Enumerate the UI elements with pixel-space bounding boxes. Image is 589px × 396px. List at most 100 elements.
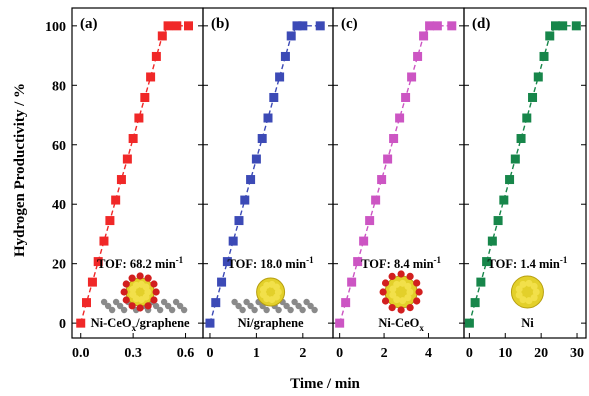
- ni-atom: [404, 294, 412, 302]
- data-point: [389, 134, 399, 144]
- graphene-atom: [108, 306, 116, 314]
- data-point: [371, 195, 381, 205]
- ni-atom: [142, 283, 150, 291]
- x-tick-label: 1: [253, 346, 260, 361]
- data-point: [413, 51, 423, 61]
- y-tick-label: 60: [52, 139, 66, 154]
- catalyst-name: Ni-CeOx: [378, 316, 424, 333]
- panel-2: 0 1 2 (b) TOF: 18.0 min-1 Ni/graphene: [202, 7, 334, 361]
- data-point: [163, 21, 173, 31]
- ceria-atom: [136, 304, 144, 312]
- graphene-atom: [180, 306, 188, 314]
- ni-atom: [137, 296, 145, 304]
- x-tick-label: 0: [336, 346, 343, 361]
- data-point: [516, 134, 526, 144]
- catalyst-name: Ni/graphene: [238, 316, 304, 330]
- ni-atom: [132, 281, 140, 289]
- x-tick-label: 2: [381, 346, 388, 361]
- ni-atom: [519, 296, 527, 304]
- data-point: [476, 277, 486, 287]
- data-point: [275, 72, 285, 82]
- ceria-atom: [406, 272, 414, 281]
- ceria-atom: [388, 272, 396, 281]
- data-point: [522, 113, 532, 123]
- data-point: [87, 277, 97, 287]
- x-tick-label: 4: [425, 346, 432, 361]
- data-point: [222, 257, 232, 267]
- x-tick-label: 0.3: [124, 346, 142, 361]
- data-point: [99, 236, 109, 246]
- data-point: [240, 195, 250, 205]
- data-point: [407, 72, 417, 82]
- graphene-atom: [100, 298, 108, 306]
- data-point: [419, 31, 429, 41]
- catalyst-illustration: [510, 275, 544, 309]
- panel-4: 0 10 20 30 (d) TOF: 1.4 min-1 Ni: [463, 7, 587, 361]
- data-point: [146, 72, 156, 82]
- data-point: [151, 51, 161, 61]
- catalyst-illustration: [100, 272, 188, 314]
- data-point: [128, 134, 138, 144]
- ceria-atom: [150, 280, 158, 288]
- data-point: [359, 236, 369, 246]
- ceria-atom: [152, 288, 160, 296]
- data-point: [234, 216, 244, 226]
- ceria-atom: [388, 303, 396, 312]
- data-point: [93, 257, 103, 267]
- ceria-atom: [406, 303, 414, 312]
- y-tick-label: 20: [52, 258, 66, 273]
- graphene-atom: [120, 306, 128, 314]
- data-point: [228, 236, 238, 246]
- data-point: [76, 318, 86, 328]
- series-line: [209, 25, 321, 324]
- tof-annotation: TOF: 1.4 min-1: [488, 255, 568, 271]
- panel-label: (a): [80, 16, 98, 32]
- data-point: [539, 51, 549, 61]
- ni-atom: [389, 291, 397, 299]
- graphene-atom: [291, 298, 298, 306]
- tof-exponent: -1: [176, 255, 184, 265]
- ni-atom: [263, 281, 271, 289]
- ceria-atom: [122, 296, 130, 304]
- data-point: [205, 318, 215, 328]
- data-point: [172, 21, 182, 31]
- tof-annotation: TOF: 18.0 min-1: [228, 255, 315, 271]
- x-axis-label: Time / min: [290, 376, 360, 392]
- data-point: [246, 175, 256, 185]
- tof-exponent: -1: [306, 255, 314, 265]
- ceria-atom: [144, 302, 152, 310]
- panel-3: 0 2 4 (c) TOF: 8.4 min-1 Ni-CeOx: [332, 7, 465, 361]
- data-point: [217, 277, 227, 287]
- data-point: [558, 21, 568, 31]
- data-point: [105, 216, 115, 226]
- x-tick-label: 2: [299, 346, 306, 361]
- ceria-atom: [150, 296, 158, 304]
- ceria-atom: [413, 279, 421, 287]
- ceria-atom: [128, 274, 136, 282]
- ni-atom: [259, 291, 267, 299]
- catalyst-name: Ni-CeOx/graphene: [91, 316, 190, 333]
- ni-atom: [399, 297, 407, 305]
- data-point: [116, 175, 126, 185]
- data-point: [347, 277, 357, 287]
- y-tick-label: 0: [59, 317, 66, 332]
- data-point: [487, 236, 497, 246]
- data-point: [505, 175, 515, 185]
- data-point: [470, 298, 480, 308]
- tof-exponent: -1: [434, 255, 442, 265]
- catalyst-illustration: [231, 277, 318, 314]
- graphene-atom: [160, 298, 168, 306]
- panel-frame: [463, 7, 587, 339]
- graphene-atom: [243, 298, 250, 306]
- data-point: [211, 298, 221, 308]
- data-point: [184, 21, 194, 31]
- ceria-atom: [379, 288, 387, 296]
- data-point: [551, 21, 560, 31]
- ceria-atom: [136, 272, 144, 280]
- ceria-atom: [122, 280, 130, 288]
- data-point: [401, 92, 411, 102]
- graphene-atom: [307, 302, 314, 310]
- catalyst-name: Ni: [521, 316, 534, 330]
- graphene-atom: [275, 306, 282, 314]
- ceria-atom: [144, 274, 152, 282]
